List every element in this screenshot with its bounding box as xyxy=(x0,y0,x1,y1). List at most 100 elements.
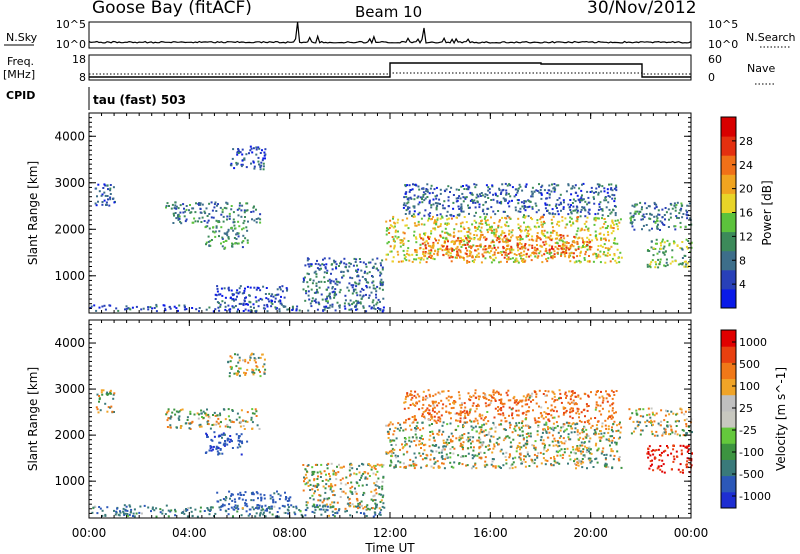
echo-cell xyxy=(368,294,371,297)
echo-cell xyxy=(408,439,411,442)
echo-cell xyxy=(372,515,375,518)
echo-cell xyxy=(436,242,439,245)
echo-cell xyxy=(531,207,534,210)
echo-cell xyxy=(237,148,240,150)
echo-cell xyxy=(243,157,246,160)
echo-cell xyxy=(139,505,142,508)
echo-cell xyxy=(215,445,218,448)
echo-cell xyxy=(521,422,523,425)
echo-cell xyxy=(379,271,382,274)
echo-cell xyxy=(467,437,470,440)
echo-cell xyxy=(415,254,418,256)
echo-cell xyxy=(379,283,382,286)
echo-cell xyxy=(266,310,269,313)
echo-cell xyxy=(546,203,549,206)
echo-cell xyxy=(410,390,413,393)
echo-cell xyxy=(475,196,478,199)
echo-cell xyxy=(597,208,600,211)
echo-cell xyxy=(231,410,234,412)
echo-cell xyxy=(565,245,568,248)
echo-cell xyxy=(228,217,231,220)
echo-cell xyxy=(399,239,402,242)
echo-cell xyxy=(419,243,422,246)
echo-cell xyxy=(494,233,497,236)
echo-cell xyxy=(189,204,191,206)
echo-cell xyxy=(402,244,405,246)
echo-cell xyxy=(522,437,525,440)
echo-cell xyxy=(372,287,375,290)
echo-cell xyxy=(603,454,606,456)
echo-cell xyxy=(444,445,447,448)
echo-cell xyxy=(571,417,574,420)
echo-cell xyxy=(236,510,239,513)
echo-cell xyxy=(343,302,346,305)
echo-cell xyxy=(503,231,506,234)
echo-cell xyxy=(562,406,565,409)
echo-cell xyxy=(329,281,332,284)
echo-cell xyxy=(373,307,375,310)
echo-cell xyxy=(442,439,445,442)
echo-cell xyxy=(238,497,241,500)
echo-cell xyxy=(325,478,328,481)
echo-cell xyxy=(549,238,551,241)
echo-cell xyxy=(666,264,669,267)
echo-cell xyxy=(98,400,100,403)
echo-cell xyxy=(244,358,247,361)
echo-cell xyxy=(429,431,432,433)
echo-cell xyxy=(431,430,434,433)
echo-cell xyxy=(430,232,433,235)
echo-cell xyxy=(259,356,262,359)
echo-cell xyxy=(109,392,112,395)
echo-cell xyxy=(409,424,411,427)
echo-cell xyxy=(505,254,508,257)
echo-cell xyxy=(386,430,389,433)
echo-cell xyxy=(324,510,327,513)
echo-cell xyxy=(255,410,258,413)
echo-cell xyxy=(317,499,320,502)
echo-cell xyxy=(210,506,213,509)
echo-cell xyxy=(229,355,232,358)
echo-cell xyxy=(579,210,582,213)
echo-cell xyxy=(597,245,600,247)
echo-cell xyxy=(566,223,569,226)
echo-cell xyxy=(214,235,217,238)
echo-cell xyxy=(515,258,518,261)
echo-cell xyxy=(256,492,259,495)
echo-cell xyxy=(536,235,539,238)
echo-cell xyxy=(358,503,361,506)
echo-cell xyxy=(472,244,475,247)
echo-cell xyxy=(439,235,442,238)
echo-cell xyxy=(272,501,275,504)
echo-cell xyxy=(545,247,548,250)
echo-cell xyxy=(380,272,383,275)
echo-cell xyxy=(611,403,614,406)
echo-cell xyxy=(577,462,580,464)
echo-cell xyxy=(401,447,404,450)
echo-cell xyxy=(446,224,449,226)
echo-cell xyxy=(96,195,98,198)
echo-cell xyxy=(576,209,579,212)
echo-cell xyxy=(323,257,326,260)
echo-cell xyxy=(608,195,611,198)
echo-cell xyxy=(490,394,493,397)
echo-cell xyxy=(477,395,480,398)
echo-cell xyxy=(539,218,542,221)
echo-cell xyxy=(544,390,547,392)
echo-cell xyxy=(449,234,452,237)
echo-cell xyxy=(569,425,572,428)
echo-cell xyxy=(572,245,575,248)
echo-cell xyxy=(393,466,396,469)
echo-cell xyxy=(478,238,481,241)
y-tick-label: 1000 xyxy=(54,269,85,283)
echo-cell xyxy=(221,436,223,439)
echo-cell xyxy=(311,505,314,508)
echo-cell xyxy=(488,448,491,450)
echo-cell xyxy=(519,228,522,231)
echo-cell xyxy=(605,206,608,209)
echo-cell xyxy=(442,442,445,444)
echo-cell xyxy=(482,248,485,251)
echo-cell xyxy=(428,215,431,218)
echo-cell xyxy=(493,228,496,231)
echo-cell xyxy=(558,220,561,223)
